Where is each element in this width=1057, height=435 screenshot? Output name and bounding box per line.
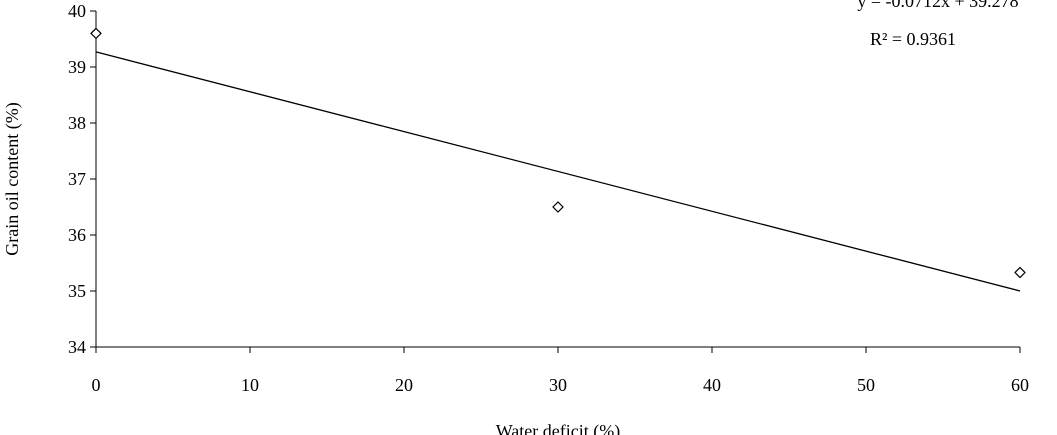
y-tick-label: 35 [68, 281, 86, 301]
y-tick-label: 38 [68, 113, 86, 133]
point [552, 201, 564, 213]
y-tick-label: 36 [68, 225, 86, 245]
x-axis-label: Water deficit (%) [496, 421, 620, 435]
x-tick-label: 30 [549, 375, 567, 395]
x-tick-label: 60 [1011, 375, 1029, 395]
y-axis-label: Grain oil content (%) [2, 102, 23, 255]
y-tick-label: 34 [68, 337, 86, 357]
x-tick-label: 40 [703, 375, 721, 395]
y-tick-label: 39 [68, 57, 86, 77]
y-tick-label: 40 [68, 1, 86, 21]
trend-line [95, 51, 1021, 292]
x-tick-label: 50 [857, 375, 875, 395]
point [1014, 266, 1026, 279]
x-tick-label: 20 [395, 375, 413, 395]
x-tick-label: 10 [241, 375, 259, 395]
point [90, 27, 102, 40]
y-tick-label: 37 [68, 169, 86, 189]
r-squared: R² = 0.9361 [870, 29, 956, 49]
equation: y = -0.0712x + 39.278 [857, 0, 1018, 11]
x-tick-label: 0 [92, 375, 101, 395]
